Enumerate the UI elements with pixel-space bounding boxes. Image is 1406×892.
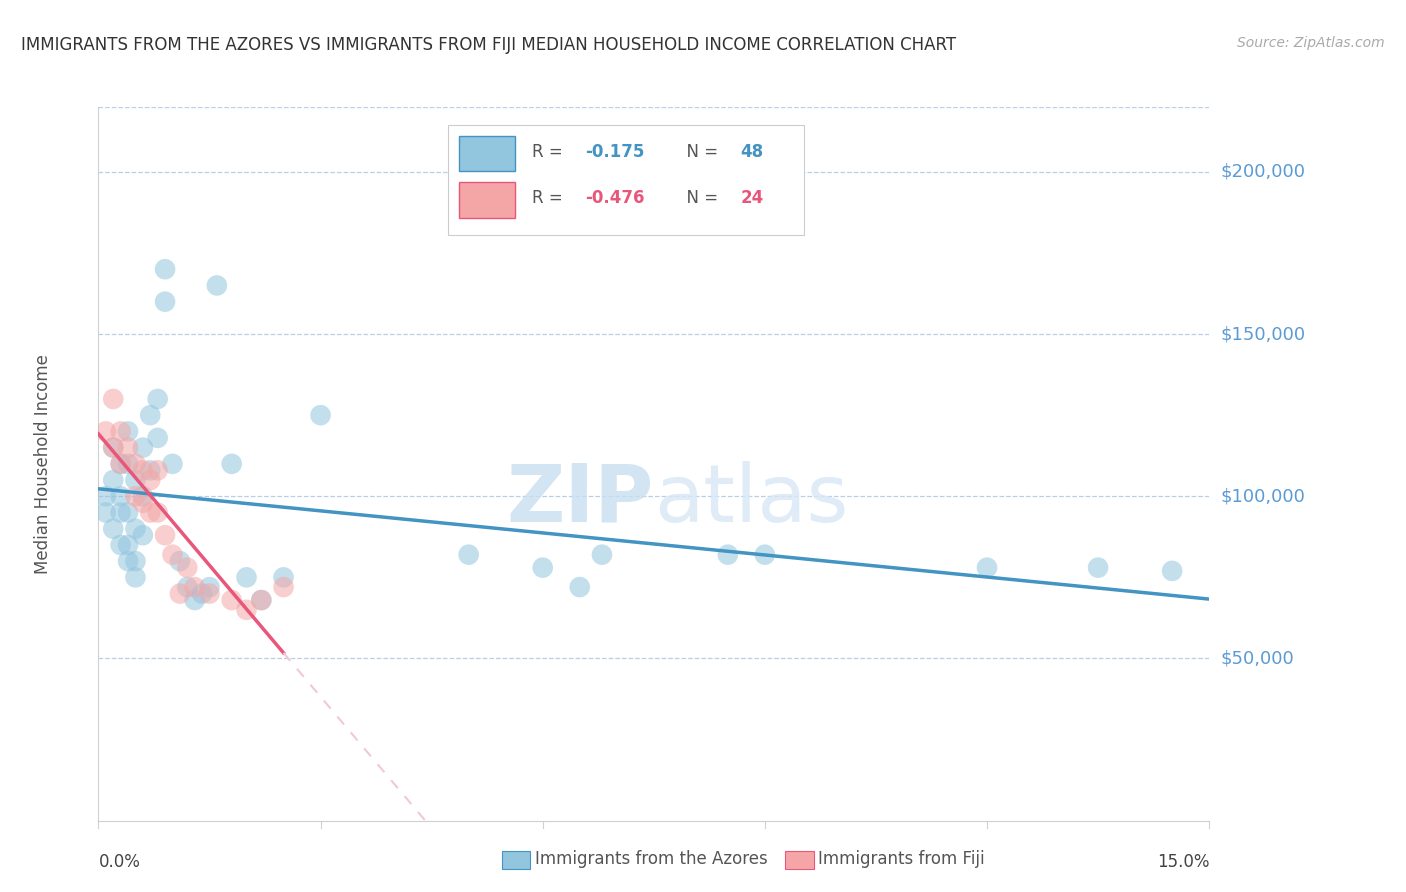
Point	[124, 554, 146, 568]
Point	[124, 473, 146, 487]
Point	[117, 425, 139, 439]
Point	[457, 548, 479, 562]
Text: -0.175: -0.175	[585, 143, 644, 161]
Point	[124, 522, 146, 536]
Text: IMMIGRANTS FROM THE AZORES VS IMMIGRANTS FROM FIJI MEDIAN HOUSEHOLD INCOME CORRE: IMMIGRANTS FROM THE AZORES VS IMMIGRANTS…	[21, 36, 956, 54]
Point	[124, 489, 146, 503]
Text: N =: N =	[676, 143, 723, 161]
Point	[176, 580, 198, 594]
Text: Immigrants from the Azores: Immigrants from the Azores	[534, 850, 768, 868]
Point	[976, 560, 998, 574]
Point	[717, 548, 740, 562]
Point	[110, 457, 132, 471]
Point	[132, 441, 155, 455]
Text: -0.476: -0.476	[585, 189, 644, 207]
Point	[110, 457, 132, 471]
Point	[183, 580, 205, 594]
Point	[146, 506, 169, 520]
Text: atlas: atlas	[654, 460, 848, 539]
Text: 0.0%: 0.0%	[98, 853, 141, 871]
Point	[309, 408, 332, 422]
Point	[110, 425, 132, 439]
Point	[250, 593, 273, 607]
Point	[139, 408, 162, 422]
Text: ZIP: ZIP	[506, 460, 654, 539]
Point	[235, 603, 257, 617]
Point	[94, 506, 117, 520]
Point	[169, 554, 191, 568]
Text: $200,000: $200,000	[1220, 163, 1305, 181]
Point	[103, 441, 125, 455]
FancyBboxPatch shape	[460, 136, 515, 171]
Text: Median Household Income: Median Household Income	[34, 354, 52, 574]
Point	[273, 580, 295, 594]
Point	[162, 457, 184, 471]
Text: R =: R =	[531, 143, 568, 161]
Point	[117, 457, 139, 471]
Point	[117, 506, 139, 520]
Text: 15.0%: 15.0%	[1157, 853, 1209, 871]
Text: Source: ZipAtlas.com: Source: ZipAtlas.com	[1237, 36, 1385, 50]
Point	[183, 593, 205, 607]
Text: $150,000: $150,000	[1220, 325, 1305, 343]
Point	[110, 506, 132, 520]
FancyBboxPatch shape	[502, 851, 530, 869]
FancyBboxPatch shape	[785, 851, 814, 869]
Point	[162, 548, 184, 562]
Point	[591, 548, 613, 562]
Point	[146, 463, 169, 477]
Text: $100,000: $100,000	[1220, 487, 1305, 505]
Point	[191, 586, 214, 600]
Point	[103, 522, 125, 536]
Point	[235, 570, 257, 584]
Point	[1161, 564, 1184, 578]
Point	[153, 262, 176, 277]
Point	[132, 489, 155, 503]
Point	[153, 294, 176, 309]
Point	[273, 570, 295, 584]
Point	[531, 560, 554, 574]
Point	[139, 473, 162, 487]
Point	[103, 392, 125, 406]
Point	[139, 506, 162, 520]
Point	[221, 457, 243, 471]
Point	[169, 586, 191, 600]
Point	[117, 554, 139, 568]
Point	[94, 425, 117, 439]
Point	[198, 586, 221, 600]
Point	[250, 593, 273, 607]
Point	[117, 441, 139, 455]
Point	[1087, 560, 1109, 574]
Point	[568, 580, 591, 594]
Text: R =: R =	[531, 189, 568, 207]
Text: 48: 48	[741, 143, 763, 161]
Point	[176, 560, 198, 574]
Point	[124, 570, 146, 584]
FancyBboxPatch shape	[460, 182, 515, 218]
Text: $50,000: $50,000	[1220, 649, 1294, 667]
Point	[146, 392, 169, 406]
Point	[221, 593, 243, 607]
Point	[132, 528, 155, 542]
Point	[110, 489, 132, 503]
Point	[139, 463, 162, 477]
Point	[124, 457, 146, 471]
Text: N =: N =	[676, 189, 723, 207]
Point	[132, 463, 155, 477]
Point	[110, 538, 132, 552]
Point	[103, 441, 125, 455]
FancyBboxPatch shape	[449, 125, 804, 235]
Point	[132, 496, 155, 510]
Point	[205, 278, 228, 293]
Point	[153, 528, 176, 542]
Point	[94, 489, 117, 503]
Point	[117, 538, 139, 552]
Point	[754, 548, 776, 562]
Point	[146, 431, 169, 445]
Point	[198, 580, 221, 594]
Text: Immigrants from Fiji: Immigrants from Fiji	[818, 850, 984, 868]
Text: 24: 24	[741, 189, 763, 207]
Point	[103, 473, 125, 487]
